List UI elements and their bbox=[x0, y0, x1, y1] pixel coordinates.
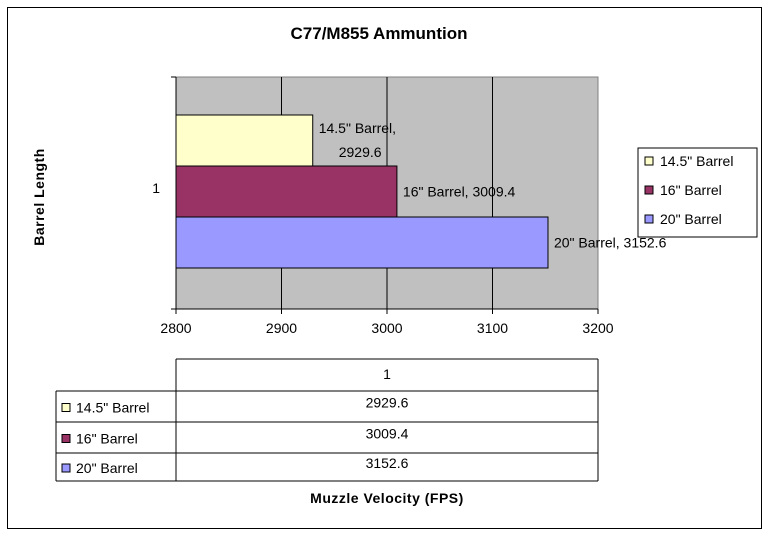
x-tick-label: 3000 bbox=[371, 320, 402, 336]
bars bbox=[175, 114, 549, 269]
x-tick-label: 3100 bbox=[477, 320, 508, 336]
chart-title: C77/M855 Ammuntion bbox=[291, 24, 468, 43]
data-label: 14.5" Barrel, bbox=[319, 120, 396, 136]
x-tick-label: 3200 bbox=[582, 320, 613, 336]
table-row-label: 20" Barrel bbox=[76, 460, 138, 476]
legend-box bbox=[637, 147, 758, 238]
data-label: 16" Barrel, 3009.4 bbox=[403, 184, 516, 200]
bar bbox=[175, 114, 314, 167]
x-tick-label: 2900 bbox=[266, 320, 297, 336]
legend-swatch bbox=[644, 156, 654, 166]
data-labels: 14.5" Barrel, 2929.6 16" Barrel, 3009.4 20"… bbox=[319, 120, 667, 251]
table-swatch bbox=[61, 434, 71, 443]
y-category-label: 1 bbox=[152, 180, 160, 196]
data-label: 20" Barrel, 3152.6 bbox=[554, 235, 667, 251]
legend: 14.5" Barrel 16" Barrel 20" Barrel bbox=[637, 147, 758, 238]
legend-label: 14.5" Barrel bbox=[660, 153, 733, 169]
data-label: 2929.6 bbox=[339, 144, 382, 160]
x-axis-ticks: 2800 2900 3000 3100 3200 bbox=[160, 308, 614, 336]
table-swatch bbox=[61, 463, 71, 473]
bar bbox=[175, 165, 398, 218]
table-value-cell: 3152.6 bbox=[366, 455, 409, 471]
legend-label: 16" Barrel bbox=[660, 182, 722, 198]
table-value-cell: 2929.6 bbox=[366, 395, 409, 411]
table-swatch bbox=[61, 403, 71, 412]
table-row-label: 16" Barrel bbox=[76, 431, 138, 447]
x-axis-title: Muzzle Velocity (FPS) bbox=[310, 490, 464, 506]
legend-swatch bbox=[644, 185, 654, 195]
bar bbox=[175, 216, 549, 269]
y-axis-title: Barrel Length bbox=[31, 148, 47, 246]
x-tick-label: 2800 bbox=[160, 320, 191, 336]
table-header-cell: 1 bbox=[383, 366, 391, 382]
legend-label: 20" Barrel bbox=[660, 211, 722, 227]
table-row-label: 14.5" Barrel bbox=[76, 400, 149, 416]
data-table: 1 14.5" Barrel 2929.6 16" Barrel 3009.4 20" … bbox=[55, 358, 599, 482]
table-value-cell: 3009.4 bbox=[366, 426, 409, 442]
legend-swatch bbox=[644, 214, 654, 224]
